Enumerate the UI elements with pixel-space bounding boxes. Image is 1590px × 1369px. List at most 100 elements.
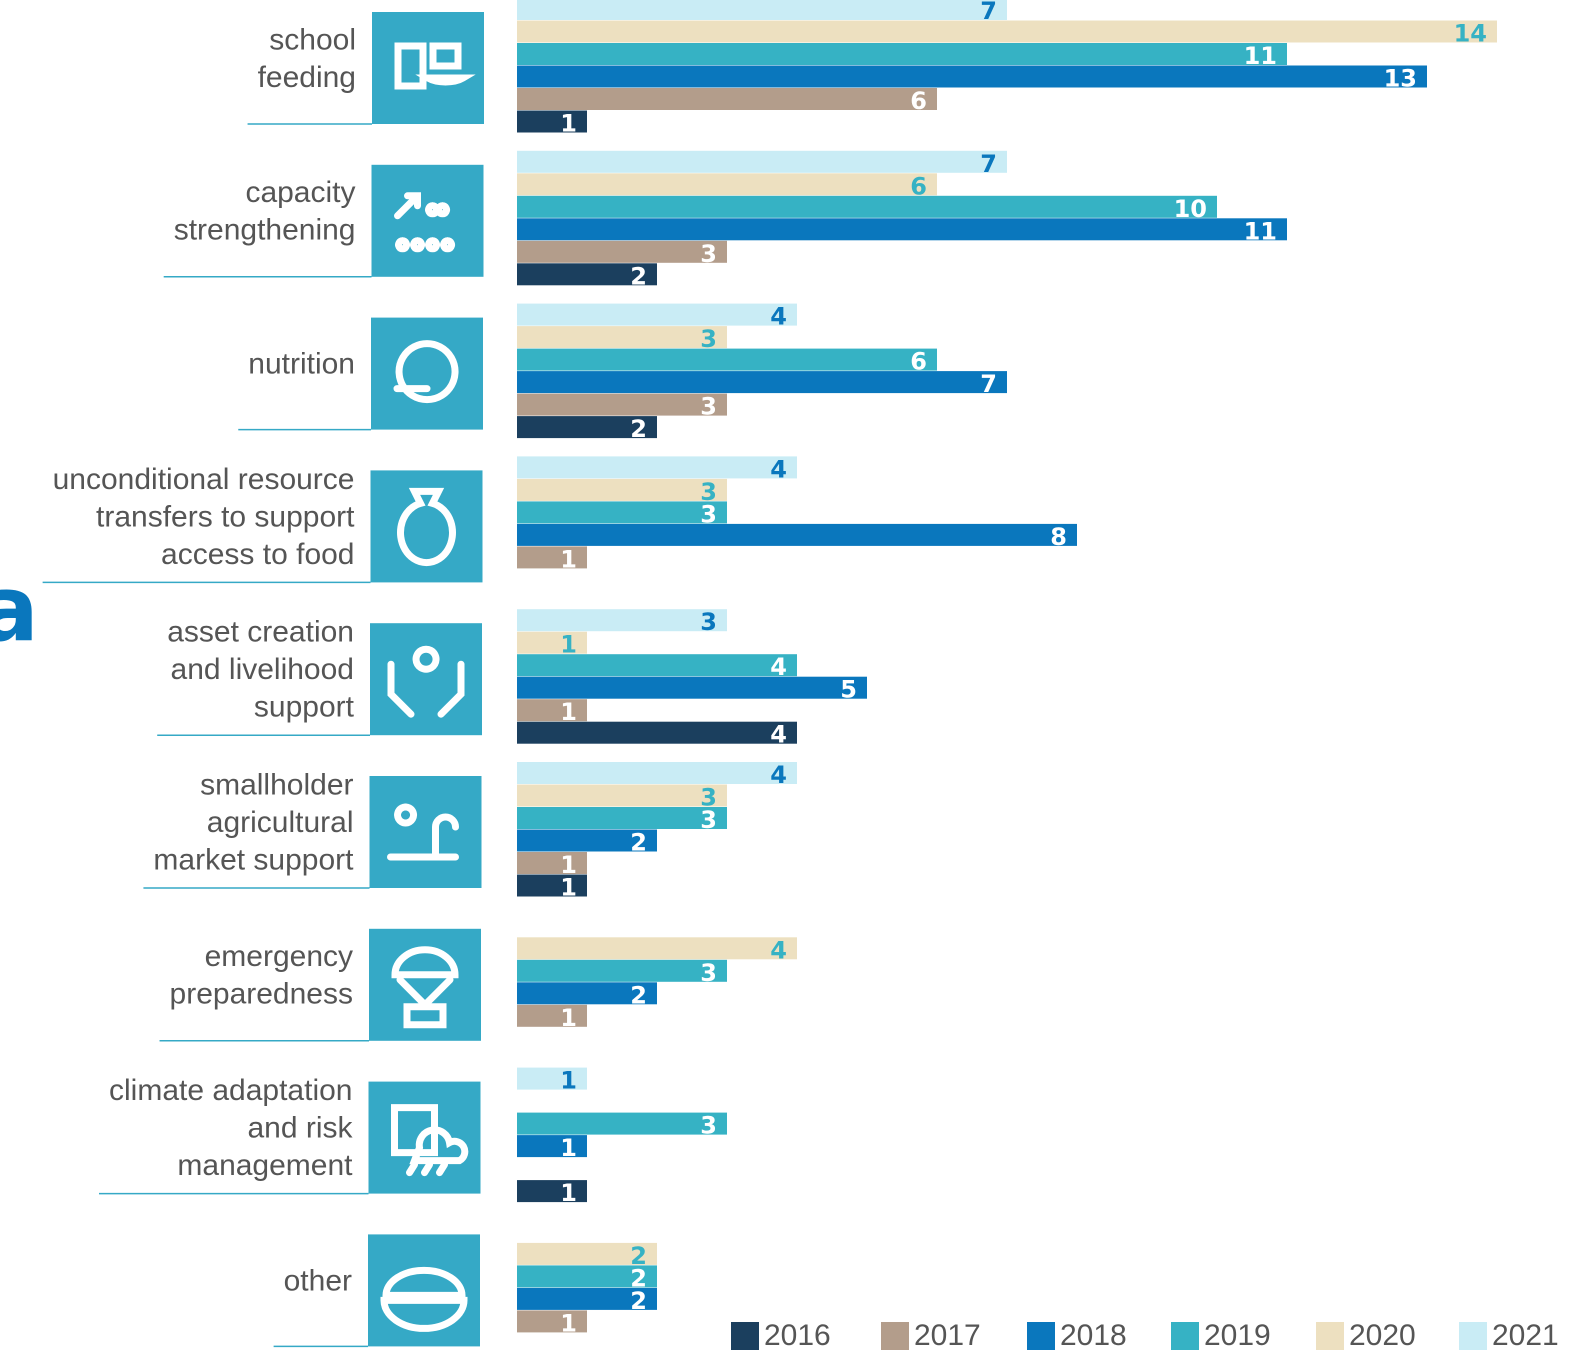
bar: [517, 654, 797, 677]
value-label: 10: [1174, 195, 1207, 223]
value-label: 11: [1244, 42, 1277, 70]
bar: [517, 937, 797, 960]
value-label: 7: [980, 0, 997, 25]
value-label: 3: [700, 784, 717, 812]
legend-label: 2021: [1492, 1319, 1559, 1352]
value-label: 1: [560, 698, 577, 726]
value-label: 1: [560, 1134, 577, 1162]
bar: [517, 982, 657, 1005]
value-label: 7: [980, 370, 997, 398]
value-label: 4: [770, 721, 787, 749]
legend-label: 2016: [764, 1319, 831, 1352]
category-line: feeding: [258, 61, 356, 94]
value-label: 2: [630, 262, 647, 290]
value-label: 1: [560, 1309, 577, 1337]
value-label: 1: [560, 631, 577, 659]
value-label: 11: [1244, 217, 1277, 245]
bar: [517, 416, 657, 439]
bar: [517, 218, 1287, 241]
bar: [517, 0, 1007, 20]
bar: [517, 546, 587, 569]
bar: [517, 110, 587, 133]
icon-box: [369, 776, 482, 888]
category-line: strengthening: [174, 213, 356, 246]
bar: [517, 1135, 587, 1158]
category-label: asset creation and livelihood support: [167, 616, 354, 724]
icon-box: [370, 623, 482, 736]
bar: [517, 348, 937, 371]
value-label: 1: [560, 545, 577, 573]
value-label: 4: [770, 455, 787, 483]
legend-swatch: [1171, 1322, 1199, 1350]
bar: [517, 959, 727, 982]
bar: [517, 173, 937, 196]
icon: [391, 946, 459, 1029]
value-label: 3: [700, 806, 717, 834]
value-label: 4: [770, 653, 787, 681]
legend-label: 2017: [914, 1319, 981, 1352]
category-line: capacity: [245, 176, 355, 209]
bar: [517, 240, 727, 263]
value-label: 4: [770, 303, 787, 331]
value-label: 1: [560, 1067, 577, 1095]
bar: [517, 676, 867, 699]
value-label: 1: [560, 851, 577, 879]
legend-swatch: [1027, 1322, 1055, 1350]
category-line: preparedness: [170, 977, 353, 1010]
value-label: 3: [700, 1112, 717, 1140]
value-label: 3: [700, 959, 717, 987]
category-label: climate adaptation and risk management: [109, 1074, 353, 1182]
bar: [517, 88, 937, 110]
bar: [517, 1067, 587, 1090]
category-label: nutrition: [248, 348, 355, 381]
legend-label: 2020: [1349, 1319, 1416, 1352]
side-letter: a: [0, 557, 39, 662]
value-label: 7: [980, 150, 997, 178]
category-line: agricultural: [207, 806, 354, 839]
icon-box: [372, 12, 484, 124]
bar: [517, 326, 727, 349]
value-label: 1: [560, 874, 577, 902]
category-line: support: [254, 691, 355, 724]
category-line: market support: [153, 843, 354, 876]
icon-box: [371, 164, 484, 277]
category-line: transfers to support: [96, 500, 355, 533]
bar: [517, 456, 797, 479]
category-label: smallholder agricultural market support: [153, 768, 354, 876]
bar: [517, 1265, 657, 1288]
icon: [387, 803, 459, 861]
icon: [394, 192, 455, 253]
category-label: emergency preparedness: [170, 940, 353, 1011]
legend-swatch: [1459, 1322, 1487, 1350]
legend-label: 2019: [1204, 1319, 1271, 1352]
icon: [397, 487, 456, 567]
bar: [517, 263, 657, 286]
value-label: 2: [630, 981, 647, 1009]
legend-swatch: [731, 1322, 759, 1350]
value-label: 3: [700, 325, 717, 353]
bar: [517, 1180, 587, 1203]
category-line: access to food: [161, 538, 354, 571]
bar: [517, 852, 587, 874]
bar: [517, 150, 1007, 173]
value-label: 2: [630, 415, 647, 443]
value-label: 6: [910, 348, 927, 376]
value-label: 2: [630, 1264, 647, 1292]
bar: [517, 807, 727, 829]
value-label: 2: [630, 1242, 647, 1270]
bar: [517, 393, 727, 416]
category-line: asset creation: [167, 616, 354, 649]
bar: [517, 1287, 657, 1310]
value-label: 3: [700, 500, 717, 528]
bar: [517, 609, 727, 632]
category-line: management: [177, 1149, 353, 1182]
bar: [517, 1112, 727, 1135]
value-label: 6: [910, 87, 927, 115]
value-label: 2: [630, 1287, 647, 1315]
bar: [517, 501, 727, 524]
bar: [517, 43, 1287, 65]
bar: [517, 631, 587, 654]
category-line: nutrition: [248, 348, 355, 381]
category-line: and risk: [247, 1112, 353, 1145]
